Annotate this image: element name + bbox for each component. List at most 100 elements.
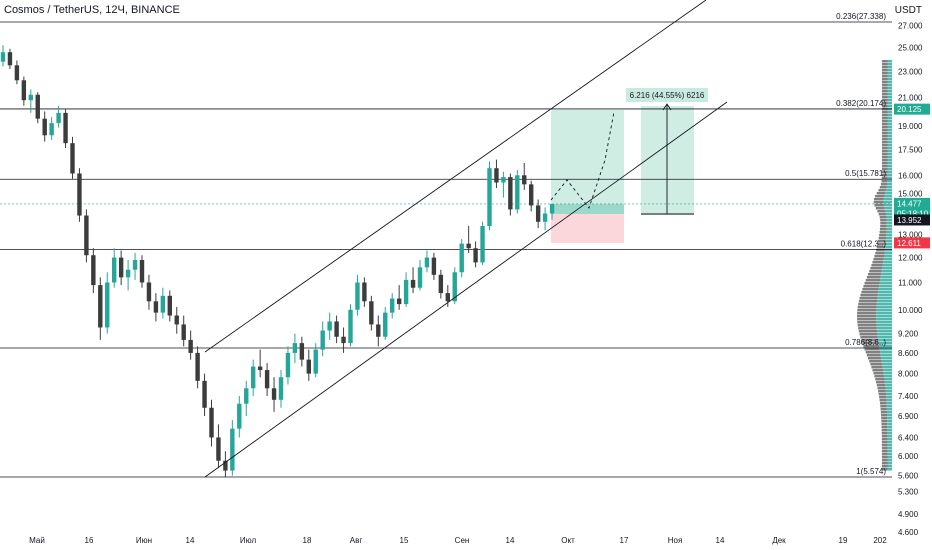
x-tick-label: Авг — [350, 536, 363, 545]
profile-bar — [879, 396, 887, 399]
profile-bar — [887, 444, 892, 447]
profile-bar — [886, 183, 892, 186]
profile-bar — [882, 96, 888, 99]
x-tick-label: Дек — [772, 536, 786, 545]
profile-bar — [881, 165, 888, 168]
profile-bar — [876, 321, 892, 324]
candle-body — [396, 298, 402, 305]
profile-bar — [884, 204, 892, 207]
profile-bar — [886, 402, 892, 405]
volume-profile — [857, 60, 892, 471]
y-tick-label: 10.000 — [898, 306, 923, 315]
profile-bar — [887, 468, 892, 471]
y-tick-label: 6.900 — [898, 412, 919, 421]
profile-bar — [882, 363, 892, 366]
x-tick-label: Ноя — [668, 536, 683, 545]
profile-bar — [879, 348, 892, 351]
drawings: 6.216 (44.55%) 6216 — [204, 0, 728, 478]
profile-bar — [885, 192, 892, 195]
candle-body — [271, 388, 277, 400]
profile-bar — [879, 234, 887, 237]
profile-bar — [861, 339, 879, 342]
candle-body — [508, 177, 513, 210]
profile-bar — [886, 405, 892, 408]
profile-bar — [881, 126, 888, 129]
candle-body — [549, 203, 555, 214]
candle-body — [257, 366, 263, 371]
profile-bar — [857, 324, 877, 327]
profile-bar — [880, 225, 887, 228]
profile-bar — [887, 177, 892, 180]
profile-bar — [882, 81, 888, 84]
profile-bar — [874, 375, 885, 378]
profile-bar — [886, 219, 892, 222]
x-tick-label: 202 — [873, 536, 887, 545]
profile-bar — [887, 417, 892, 420]
profile-bar — [881, 459, 888, 462]
profile-bar — [887, 84, 892, 87]
x-tick-label: Июл — [240, 536, 257, 545]
chart-title: Cosmos / TetherUS, 12Ч, BINANCE — [4, 4, 180, 16]
candle-body — [118, 257, 124, 278]
profile-bar — [864, 282, 880, 285]
y-tick-label: 21.000 — [898, 93, 923, 102]
profile-bar — [881, 132, 888, 135]
x-tick-label: 18 — [303, 536, 312, 545]
x-tick-label: 15 — [400, 536, 409, 545]
candle-body — [459, 243, 464, 273]
profile-bar — [886, 216, 892, 219]
profile-bar — [884, 252, 892, 255]
y-tick-label: 4.900 — [898, 510, 919, 519]
profile-bar — [877, 294, 892, 297]
profile-bar — [887, 72, 892, 75]
profile-bar — [877, 297, 892, 300]
profile-bar — [884, 375, 892, 378]
profile-bar — [881, 360, 892, 363]
profile-bar — [884, 378, 892, 381]
candle-body — [56, 112, 61, 124]
profile-bar — [887, 429, 892, 432]
profile-bar — [878, 390, 886, 393]
profile-bar — [885, 390, 892, 393]
profile-bar — [881, 357, 892, 360]
price-label-last: 14.477 — [897, 199, 922, 208]
profile-bar — [884, 195, 892, 198]
profile-bar — [887, 438, 892, 441]
candle-body — [188, 339, 193, 353]
price-label-stop: 12.611 — [897, 239, 921, 248]
candle-body — [403, 279, 409, 305]
profile-bar — [880, 405, 887, 408]
profile-bar — [887, 99, 892, 102]
profile-bar — [876, 249, 885, 252]
profile-bar — [881, 168, 888, 171]
profile-bar — [887, 465, 892, 468]
profile-bar — [880, 222, 887, 225]
profile-bar — [881, 426, 888, 429]
profile-bar — [866, 276, 881, 279]
profile-bar — [881, 180, 888, 183]
profile-bar — [877, 330, 892, 333]
profile-bar — [878, 342, 892, 345]
profile-bar — [885, 384, 892, 387]
profile-bar — [878, 288, 892, 291]
candle-body — [424, 257, 430, 268]
profile-bar — [877, 387, 886, 390]
candle-body — [139, 259, 145, 283]
candle-body — [28, 94, 33, 101]
profile-bar — [881, 138, 888, 141]
price-label-box — [894, 214, 930, 226]
y-tick-label: 12.000 — [898, 254, 923, 263]
profit-zone — [551, 110, 624, 204]
profile-bar — [885, 210, 892, 213]
profile-bar — [875, 195, 885, 198]
profile-bar — [881, 453, 888, 456]
price-label-box — [894, 207, 930, 219]
y-tick-label: 8.600 — [898, 349, 919, 358]
candle-body — [355, 282, 360, 310]
fib-levels: 0.236(27.338) 0.382(20.174) 0.5(15.781) 0.6… — [0, 12, 892, 478]
candle-body — [292, 343, 298, 353]
candle-body — [417, 267, 423, 288]
y-tick-label: 19.000 — [898, 122, 923, 131]
candle-body — [42, 118, 47, 136]
